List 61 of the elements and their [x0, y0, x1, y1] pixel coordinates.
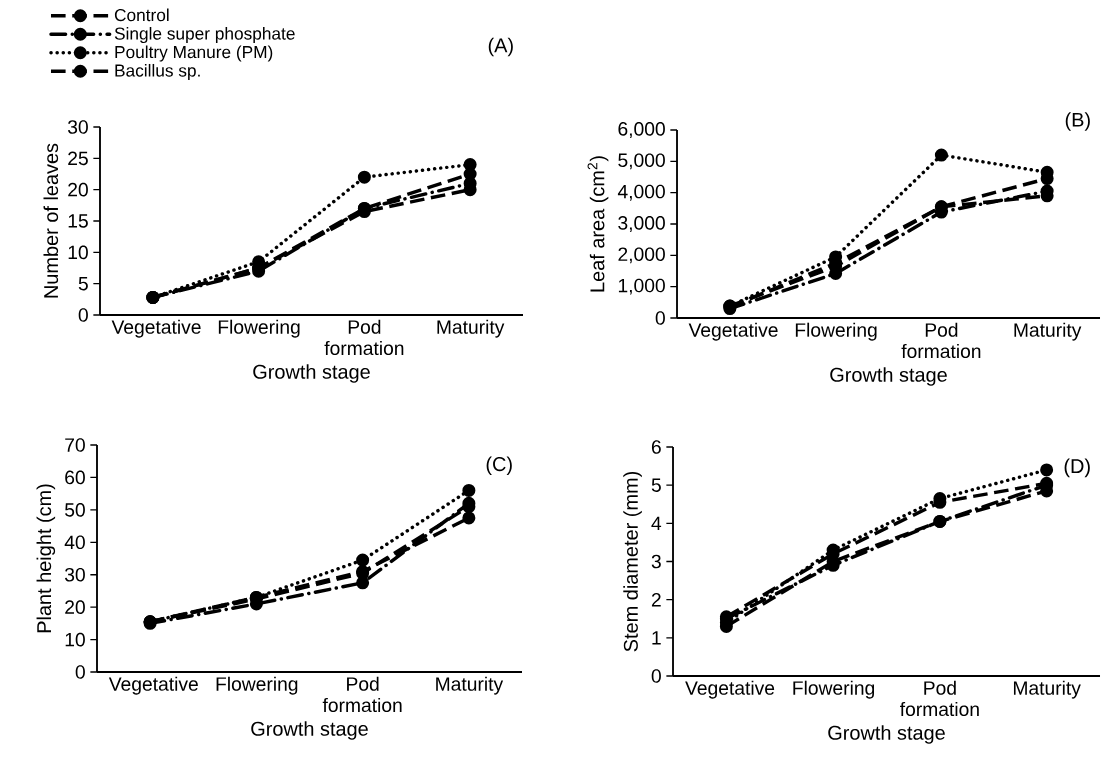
y-tick-label: 3	[651, 554, 661, 569]
x-tick-label: Flowering	[793, 680, 875, 699]
y-tick-label: 4,000	[617, 184, 665, 201]
x-tick-label: Flowering	[218, 319, 300, 338]
y-axis-title: Leaf area (cm$^{2}$)	[587, 156, 609, 292]
x-axis-title: Growth stage	[253, 364, 370, 383]
x-tick-label: Pod formation	[901, 322, 981, 359]
x-tick-label: Maturity	[1014, 322, 1082, 341]
y-axis-title: Number of leaves	[43, 143, 59, 298]
y-tick-label: 0	[651, 669, 661, 683]
y-tick-label: 10	[68, 245, 88, 260]
y-tick-label: 30	[67, 120, 88, 134]
y-tick-label: 5	[78, 276, 88, 291]
legend-label: Bacillus sp.	[115, 63, 200, 81]
x-tick-label: Flowering	[795, 322, 877, 341]
y-tick-label: 20	[68, 182, 88, 197]
annotation: (D)	[1064, 458, 1090, 478]
x-tick-label: Pod formation	[900, 680, 979, 717]
y-tick-label: 70	[65, 438, 85, 452]
y-tick-label: 1,000	[618, 278, 665, 295]
y-tick-label: 6,000	[618, 122, 665, 138]
x-tick-label: Maturity	[437, 319, 505, 338]
y-tick-label: 5,000	[618, 153, 665, 170]
text: (A)	[488, 37, 513, 57]
x-tick-label: Maturity	[436, 676, 504, 695]
x-tick-label: Vegetative	[688, 322, 778, 341]
y-tick-label: 2	[651, 592, 661, 607]
y-tick-label: 30	[64, 567, 85, 582]
y-tick-label: 60	[65, 470, 85, 485]
y-axis-title: Plant height (cm)	[36, 484, 56, 633]
y-tick-label: 6	[651, 440, 661, 454]
y-tick-label: 5	[651, 478, 661, 492]
y-tick-label: 10	[65, 632, 85, 647]
annotation: (B)	[1065, 112, 1090, 131]
x-tick-label: Flowering	[216, 676, 298, 695]
legend-label: Control	[114, 8, 169, 22]
y-tick-label: 25	[68, 151, 88, 166]
x-tick-label: Vegetative	[685, 680, 775, 699]
y-tick-label: 40	[64, 535, 85, 550]
x-tick-label: Pod formation	[322, 676, 402, 713]
x-axis-title: Growth stage	[830, 367, 947, 386]
y-tick-label: 0	[75, 665, 85, 679]
x-tick-label: Vegetative	[111, 319, 201, 338]
x-axis-title: Growth stage	[251, 721, 368, 740]
x-tick-label: Maturity	[1013, 680, 1081, 699]
y-axis-title: Stem diameter (mm)	[623, 471, 642, 652]
x-tick-label: Pod formation	[324, 319, 404, 356]
y-tick-label: 3,000	[618, 216, 665, 232]
y-tick-label: 15	[68, 214, 88, 228]
annotation: (C)	[486, 456, 512, 476]
x-tick-label: Vegetative	[108, 676, 198, 695]
y-tick-label: 2,000	[618, 247, 665, 264]
legend-label: Poultry Manure (PM)	[115, 45, 273, 62]
x-axis-title: Growth stage	[828, 725, 945, 744]
y-tick-label: 0	[655, 311, 665, 325]
y-tick-label: 0	[78, 308, 88, 322]
y-tick-label: 4	[651, 516, 662, 530]
y-tick-label: 50	[65, 503, 85, 517]
y-tick-label: 20	[65, 600, 85, 614]
y-tick-label: 1	[652, 631, 661, 645]
legend-label: Single super phosphate	[114, 26, 295, 44]
